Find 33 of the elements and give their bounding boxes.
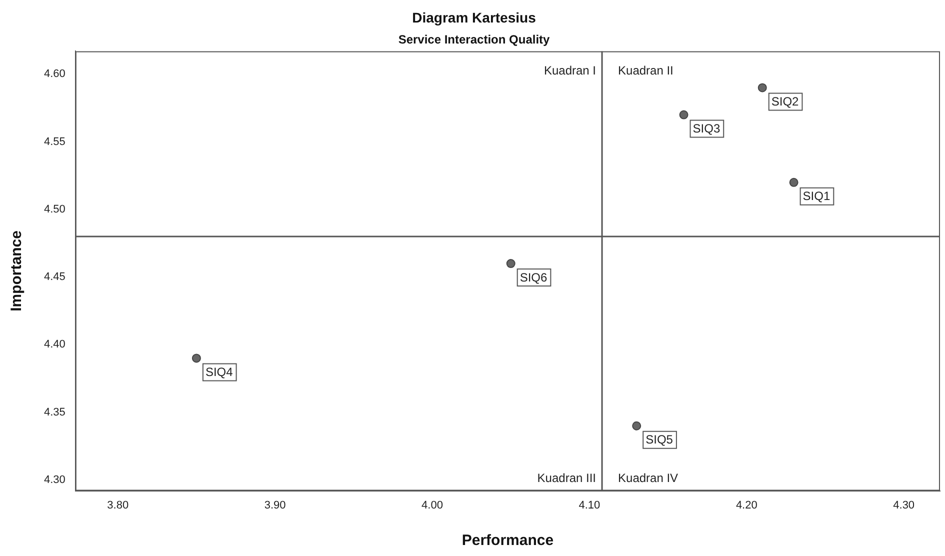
x-tick-label: 3.90 [264,499,286,512]
y-tick-label: 4.55 [44,136,66,148]
chart-title: Diagram Kartesius [412,9,536,26]
annotation: Kuadran III [537,471,596,486]
y-tick-label: 4.60 [44,68,66,80]
x-tick-label: 4.30 [893,499,915,512]
annotation: Kuadran I [544,64,596,78]
annotation: SIQ3 [692,122,720,136]
annotation: SIQ2 [771,94,800,109]
x-tick-label: 4.00 [422,499,443,512]
x-tick-label: 4.20 [736,499,758,512]
y-tick-label: 4.50 [44,203,66,216]
x-tick-label: 3.80 [107,499,129,512]
point [632,421,642,430]
annotation: Kuadran IV [618,471,678,486]
point [789,178,798,187]
y-axis-title: Importance [8,230,26,312]
x-axis-title: Performance [462,532,554,550]
point [758,83,767,92]
y-tick-label: 4.35 [44,406,66,418]
y-tick-label: 4.40 [44,338,66,351]
point [192,354,201,363]
annotation: Kuadran II [618,64,674,78]
annotation: SIQ5 [646,432,674,447]
annotation: SIQ1 [802,189,830,204]
chart-subtitle: Service Interaction Quality [398,32,550,46]
annotation: SIQ6 [520,270,548,284]
x-tick-label: 4.10 [578,499,600,512]
y-tick-label: 4.30 [44,474,66,486]
point [506,259,516,268]
y-tick-label: 4.45 [44,271,66,284]
point [679,110,688,120]
annotation: SIQ4 [205,365,234,380]
